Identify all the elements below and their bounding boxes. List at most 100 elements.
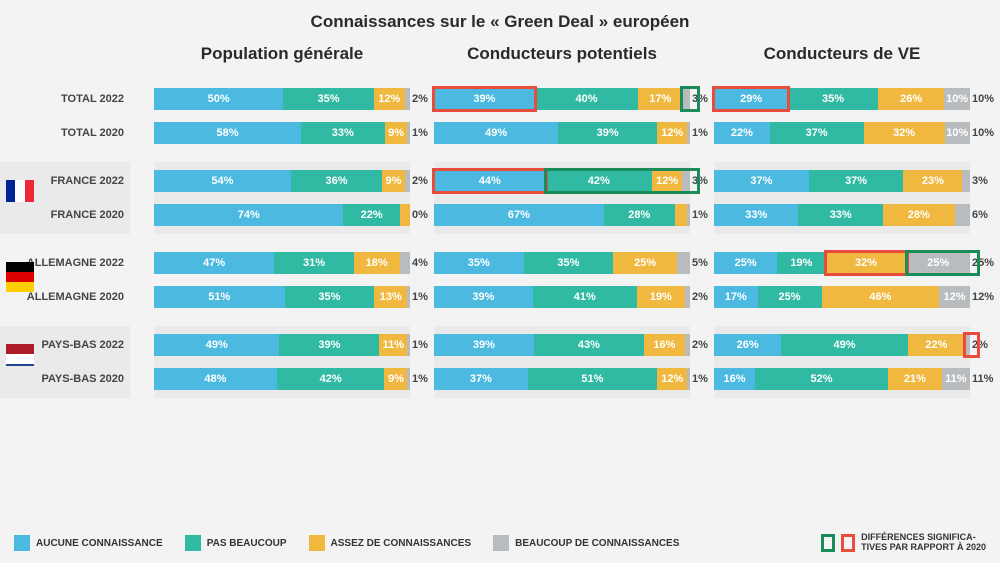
bar-segment-label-out: 2% (692, 334, 716, 356)
bar-segment (675, 204, 688, 226)
bar-segment-label-out: 2% (692, 286, 716, 308)
bar-segment: 32% (864, 122, 945, 144)
bar-segment: 25% (758, 286, 822, 308)
column-header: Population générale (154, 44, 410, 76)
bar-segment (687, 368, 690, 390)
bar-segment: 33% (301, 122, 385, 144)
stacked-bar: 74%22%0% (154, 204, 410, 226)
bar-segment: 50% (154, 88, 283, 110)
bar-segment: 37% (809, 170, 904, 192)
bar-segment: 58% (154, 122, 301, 144)
bar-segment: 54% (154, 170, 291, 192)
bar-segment: 25% (907, 252, 970, 274)
bar-segment: 44% (434, 170, 546, 192)
bar-segment (407, 122, 410, 144)
stacked-bar: 44%42%12%3% (434, 170, 690, 192)
bar-segment: 39% (558, 122, 657, 144)
bar-cell: 49%39%11%1% (154, 332, 410, 358)
legend-item: AUCUNE CONNAISSANCE (14, 535, 163, 551)
bar-segment: 17% (714, 286, 758, 308)
bar-cell: 50%35%12%2% (154, 86, 410, 112)
bar-cell: 16%52%21%11%11% (714, 366, 970, 392)
row-label: ALLEMAGNE 2022 (0, 250, 130, 276)
stacked-bar: 51%35%13%1% (154, 286, 410, 308)
stacked-bar: 25%19%32%25%25% (714, 252, 970, 274)
bar-segment (685, 334, 690, 356)
bar-cell: 44%42%12%3% (434, 168, 690, 194)
legend-swatch (185, 535, 201, 551)
bar-segment: 74% (154, 204, 343, 226)
bar-segment: 35% (434, 252, 524, 274)
bar-segment (407, 334, 410, 356)
bar-segment: 9% (385, 122, 408, 144)
bar-segment: 67% (434, 204, 604, 226)
stacked-bar: 37%51%12%1% (434, 368, 690, 390)
bar-segment (687, 122, 690, 144)
stacked-bar: 22%37%32%10%10% (714, 122, 970, 144)
bar-segment: 16% (714, 368, 755, 390)
bar-segment (682, 88, 690, 110)
legend-diff-label: DIFFÉRENCES SIGNIFICA-TIVES PAR RAPPORT … (861, 533, 986, 553)
bar-cell: 74%22%0% (154, 202, 410, 228)
bar-segment-label-out: 25% (972, 252, 996, 274)
stacked-bar: 16%52%21%11%11% (714, 368, 970, 390)
stacked-bar: 50%35%12%2% (154, 88, 410, 110)
bar-segment-label-out: 12% (972, 286, 996, 308)
bar-segment: 42% (277, 368, 385, 390)
bar-segment-label-out: 0% (412, 204, 436, 226)
bar-segment: 47% (154, 252, 274, 274)
bar-segment: 51% (154, 286, 285, 308)
bar-cell: 37%51%12%1% (434, 366, 690, 392)
bar-segment-label-out: 4% (412, 252, 436, 274)
stacked-bar: 39%40%17%3% (434, 88, 690, 110)
bar-segment: 35% (285, 286, 375, 308)
bar-segment: 26% (714, 334, 781, 356)
bar-segment: 12% (652, 170, 682, 192)
bar-segment: 25% (714, 252, 777, 274)
bar-cell: 33%33%28%6% (714, 202, 970, 228)
bar-segment: 49% (434, 122, 558, 144)
bar-cell: 54%36%9%2% (154, 168, 410, 194)
bar-segment (405, 88, 410, 110)
bar-segment: 37% (434, 368, 528, 390)
row-label: PAYS-BAS 2020 (0, 366, 130, 392)
stacked-bar: 29%35%26%10%10% (714, 88, 970, 110)
bar-segment (962, 170, 970, 192)
bar-segment-label-out: 11% (972, 368, 996, 390)
bar-segment: 42% (546, 170, 652, 192)
stacked-bar: 37%37%23%3% (714, 170, 970, 192)
bar-segment: 12% (657, 122, 687, 144)
bar-segment (687, 204, 690, 226)
bar-cell: 47%31%18%4% (154, 250, 410, 276)
bar-segment (955, 204, 970, 226)
bar-segment-label-out: 1% (412, 286, 436, 308)
bar-segment (400, 204, 410, 226)
legend-label: AUCUNE CONNAISSANCE (36, 538, 163, 549)
bar-cell: 37%37%23%3% (714, 168, 970, 194)
bar-cell: 67%28%1% (434, 202, 690, 228)
bar-cell: 39%40%17%3% (434, 86, 690, 112)
stacked-bar: 58%33%9%1% (154, 122, 410, 144)
column-header: Conducteurs de VE (714, 44, 970, 76)
bar-cell: 51%35%13%1% (154, 284, 410, 310)
bar-segment: 39% (434, 88, 535, 110)
bar-segment: 35% (524, 252, 614, 274)
bar-cell: 39%43%16%2% (434, 332, 690, 358)
legend-swatch (14, 535, 30, 551)
bar-segment-label-out: 2% (412, 88, 436, 110)
stacked-bar: 49%39%12%1% (434, 122, 690, 144)
bar-segment: 11% (942, 368, 970, 390)
bar-segment-label-out: 3% (972, 170, 996, 192)
bar-segment: 48% (154, 368, 277, 390)
bar-segment: 28% (604, 204, 675, 226)
legend-label: ASSEZ DE CONNAISSANCES (331, 538, 472, 549)
bar-segment (405, 170, 410, 192)
stacked-bar: 17%25%46%12%12% (714, 286, 970, 308)
bar-segment: 12% (374, 88, 405, 110)
bar-segment-label-out: 10% (972, 88, 996, 110)
bar-segment: 46% (822, 286, 940, 308)
bar-segment: 9% (384, 368, 407, 390)
stacked-bar: 48%42%9%1% (154, 368, 410, 390)
bar-segment: 41% (533, 286, 637, 308)
bar-segment-label-out: 1% (692, 204, 716, 226)
